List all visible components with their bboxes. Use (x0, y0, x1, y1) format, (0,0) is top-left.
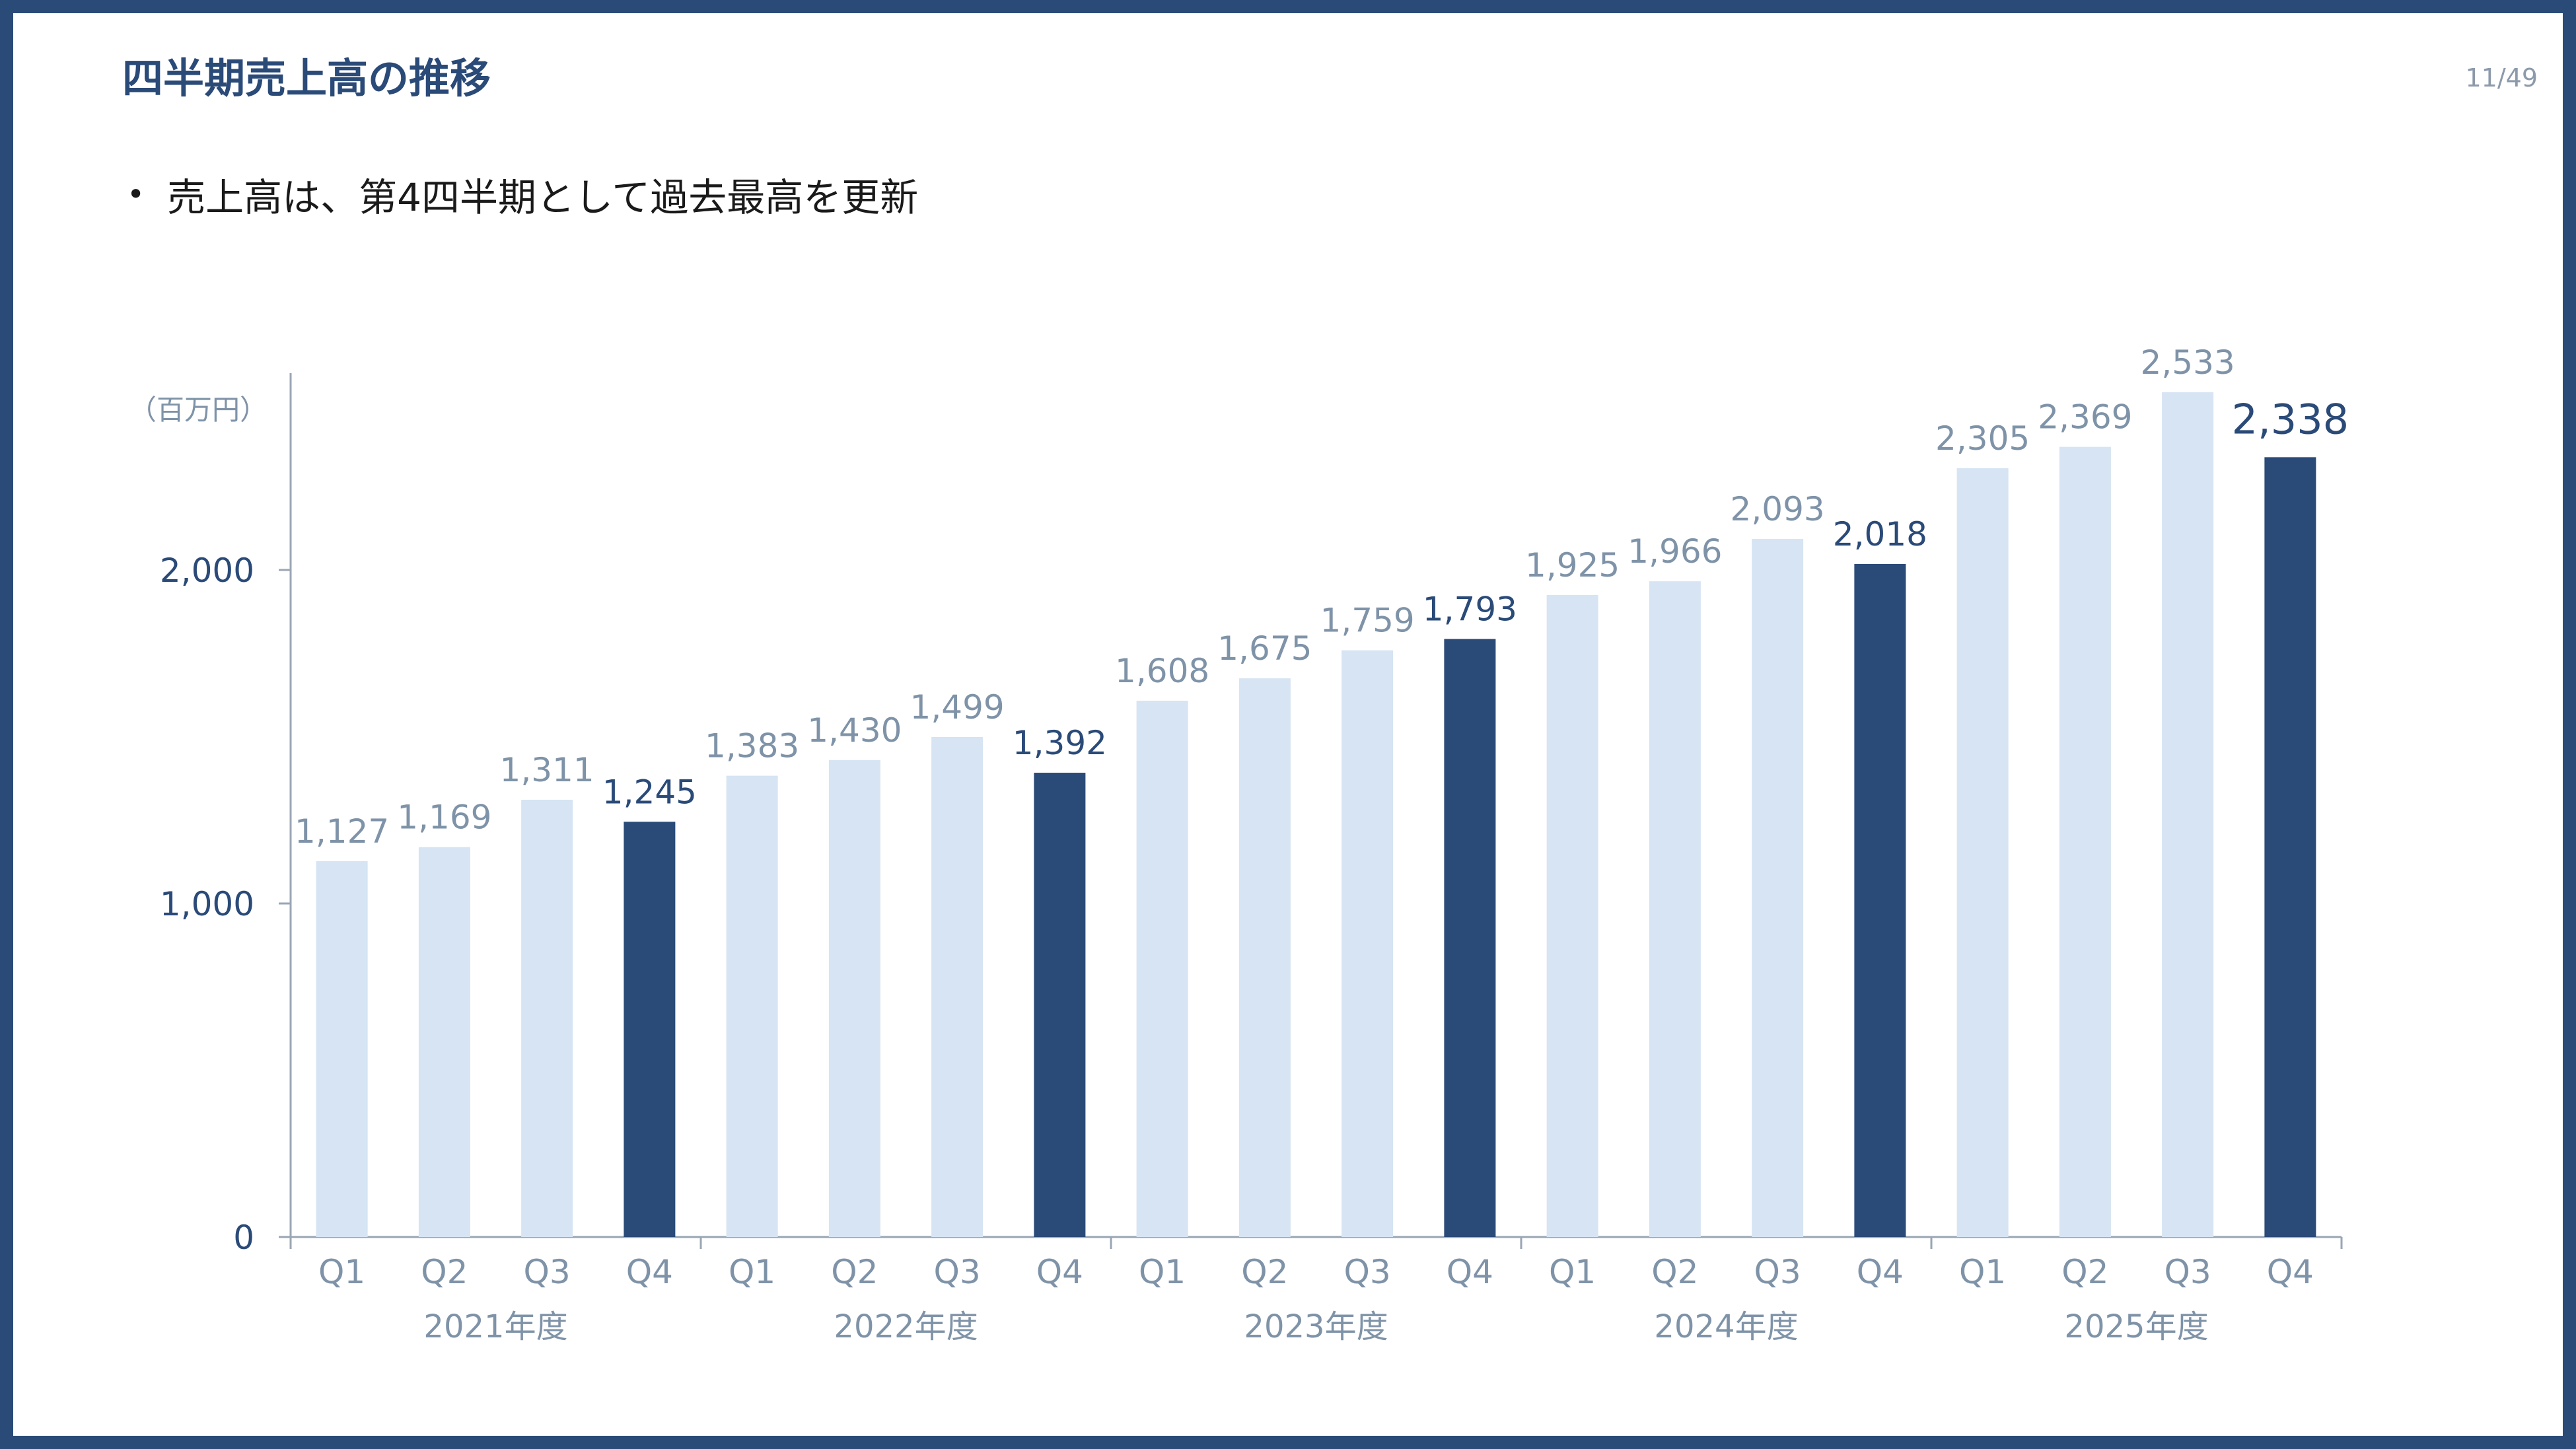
bar-data-label: 1,127 (295, 812, 389, 851)
x-tick-label: Q1 (1549, 1253, 1596, 1291)
bar-data-label: 1,392 (1013, 724, 1107, 762)
bar-data-label: 2,018 (1833, 515, 1927, 553)
bar-data-label: 1,793 (1423, 590, 1517, 629)
bar (931, 737, 984, 1237)
bar-data-label: 1,499 (910, 688, 1005, 726)
x-tick-label: Q4 (1447, 1253, 1493, 1291)
bar-data-label: 2,093 (1731, 490, 1825, 528)
x-tick-label: Q4 (2267, 1253, 2314, 1291)
y-tick-label: 2,000 (160, 551, 254, 590)
group-label: 2023年度 (1244, 1308, 1388, 1345)
y-tick-label: 1,000 (160, 885, 254, 923)
bullet-text: 売上高は、第4四半期として過去最高を更新 (167, 175, 919, 220)
bar-data-label: 1,608 (1115, 652, 1209, 690)
bar (1034, 773, 1086, 1237)
y-axis-unit-label: （百万円） (129, 394, 268, 426)
bar (1238, 678, 1291, 1237)
x-tick-label: Q3 (1754, 1253, 1801, 1291)
bar-data-label: 1,383 (705, 727, 799, 765)
bar-data-label: 1,966 (1628, 532, 1722, 571)
group-label: 2025年度 (2064, 1308, 2208, 1345)
x-tick-label: Q4 (1036, 1253, 1083, 1291)
bar (726, 775, 778, 1237)
group-label: 2021年度 (423, 1308, 567, 1345)
bar (2162, 392, 2214, 1238)
bar (1956, 468, 2009, 1237)
bar (1649, 581, 1701, 1237)
slide-title: 四半期売上高の推移 (122, 54, 491, 102)
bar (1546, 594, 1598, 1237)
x-tick-label: Q3 (524, 1253, 571, 1291)
bar (1136, 700, 1188, 1237)
bar-data-label: 2,533 (2141, 343, 2235, 382)
bar-data-label: 2,369 (2038, 398, 2132, 437)
bar-data-label: 1,925 (1525, 546, 1620, 584)
x-tick-label: Q1 (318, 1253, 365, 1291)
bar-data-label: 2,338 (2232, 395, 2349, 443)
bar (316, 861, 368, 1237)
bar (1342, 650, 1394, 1237)
bar (828, 760, 880, 1237)
bar-data-label: 1,311 (500, 751, 594, 789)
y-tick-label: 0 (233, 1219, 254, 1257)
bar-data-label: 1,245 (602, 773, 697, 811)
x-tick-label: Q2 (831, 1253, 878, 1291)
x-tick-label: Q3 (1344, 1253, 1391, 1291)
bar (1444, 639, 1496, 1237)
x-tick-label: Q2 (1241, 1253, 1288, 1291)
bar (521, 799, 573, 1237)
group-label: 2022年度 (834, 1308, 978, 1345)
bullet-item: • 売上高は、第4四半期として過去最高を更新 (127, 166, 918, 222)
x-tick-label: Q2 (1651, 1253, 1698, 1291)
x-tick-label: Q2 (2061, 1253, 2108, 1291)
bar-data-label: 1,759 (1320, 602, 1415, 640)
bar-data-label: 1,430 (807, 711, 902, 750)
bar-data-label: 1,675 (1217, 629, 1312, 668)
bar (1854, 563, 1906, 1237)
bar-data-label: 2,305 (1935, 419, 2030, 458)
group-label: 2024年度 (1654, 1308, 1798, 1345)
x-tick-label: Q1 (1139, 1253, 1186, 1291)
bar-data-label: 1,169 (397, 798, 491, 837)
bar (2264, 457, 2316, 1237)
page-number: 11/49 (2465, 63, 2538, 92)
x-tick-label: Q4 (1857, 1253, 1904, 1291)
bullet-dot-icon: • (127, 176, 145, 212)
x-tick-label: Q3 (2165, 1253, 2211, 1291)
bar (418, 847, 470, 1237)
x-tick-label: Q1 (1959, 1253, 2006, 1291)
bar (1752, 539, 1804, 1238)
x-tick-label: Q1 (729, 1253, 775, 1291)
bullet-list: • 売上高は、第4四半期として過去最高を更新 (127, 166, 918, 222)
x-tick-label: Q3 (934, 1253, 981, 1291)
x-tick-label: Q2 (421, 1253, 468, 1291)
x-tick-label: Q4 (626, 1253, 673, 1291)
bar (624, 822, 676, 1237)
bar (2059, 446, 2111, 1237)
